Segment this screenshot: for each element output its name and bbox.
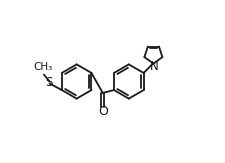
Text: O: O	[98, 105, 108, 118]
Text: N: N	[150, 60, 158, 73]
Text: CH₃: CH₃	[34, 62, 53, 72]
Text: S: S	[45, 76, 52, 89]
